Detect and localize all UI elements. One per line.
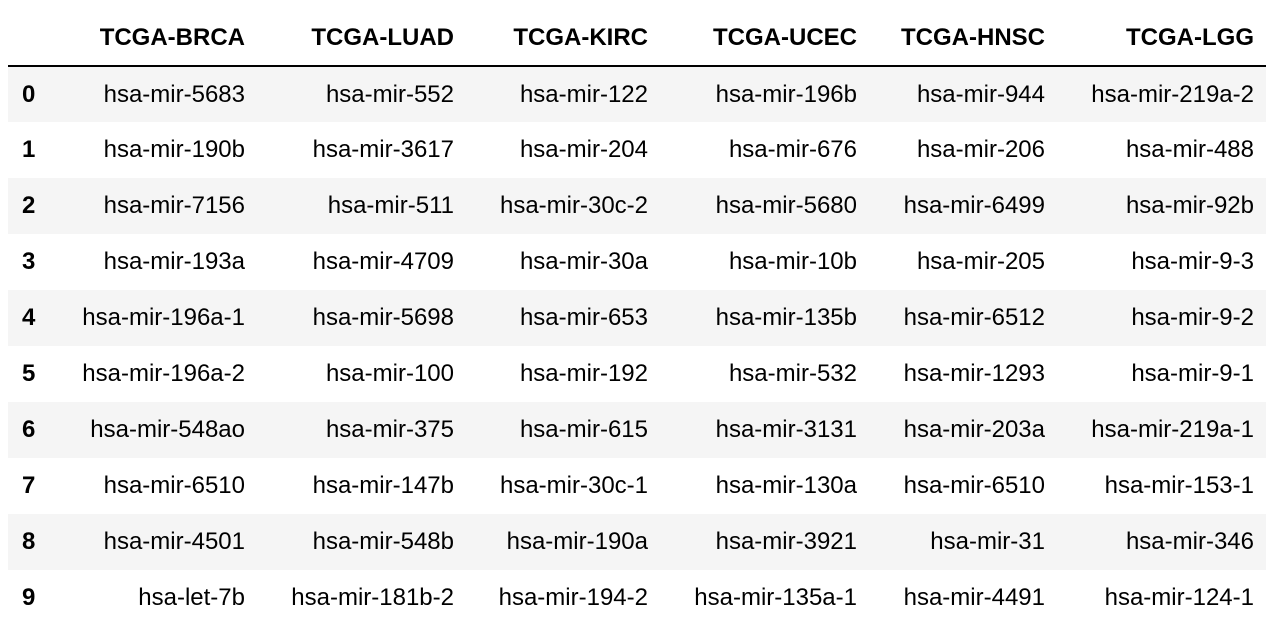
table-cell: hsa-mir-1293 bbox=[903, 360, 1045, 387]
table-cell: hsa-mir-153-1 bbox=[1104, 472, 1254, 499]
table-cell: hsa-mir-5683 bbox=[103, 80, 245, 108]
table-cell: hsa-mir-944 bbox=[916, 80, 1045, 108]
column-header: TCGA-LGG bbox=[1057, 10, 1266, 67]
table-cell: hsa-mir-30c-2 bbox=[499, 192, 648, 219]
table-row: 9 hsa-let-7b hsa-mir-181b-2 hsa-mir-194-… bbox=[8, 570, 1266, 626]
row-index: 9 bbox=[22, 584, 36, 611]
table-row: 4 hsa-mir-196a-1 hsa-mir-5698 hsa-mir-65… bbox=[8, 290, 1266, 346]
table-cell: hsa-mir-219a-2 bbox=[1091, 80, 1254, 108]
table-cell: hsa-mir-206 bbox=[916, 136, 1045, 163]
table-row: 1 hsa-mir-190b hsa-mir-3617 hsa-mir-204 … bbox=[8, 122, 1266, 178]
table-cell: hsa-mir-193a bbox=[103, 248, 245, 275]
table-cell: hsa-mir-181b-2 bbox=[291, 584, 454, 611]
table-row: 0 hsa-mir-5683 hsa-mir-552 hsa-mir-122 h… bbox=[8, 66, 1266, 122]
table-header: TCGA-BRCA TCGA-LUAD TCGA-KIRC TCGA-UCEC … bbox=[8, 10, 1266, 67]
dataframe-table: TCGA-BRCA TCGA-LUAD TCGA-KIRC TCGA-UCEC … bbox=[8, 10, 1266, 626]
table-cell: hsa-mir-676 bbox=[728, 136, 857, 163]
table-cell: hsa-mir-196a-1 bbox=[82, 304, 245, 331]
table-cell: hsa-mir-204 bbox=[519, 136, 648, 163]
table-cell: hsa-mir-9-2 bbox=[1131, 304, 1254, 331]
table-cell: hsa-mir-10b bbox=[728, 248, 857, 275]
dataframe-container: TCGA-BRCA TCGA-LUAD TCGA-KIRC TCGA-UCEC … bbox=[8, 10, 1266, 626]
table-cell: hsa-mir-615 bbox=[519, 416, 648, 443]
row-index: 1 bbox=[22, 136, 36, 163]
table-cell: hsa-mir-4491 bbox=[903, 584, 1045, 611]
row-index: 5 bbox=[22, 360, 36, 387]
row-index: 4 bbox=[22, 304, 36, 331]
table-cell: hsa-mir-511 bbox=[327, 192, 454, 219]
table-row: 3 hsa-mir-193a hsa-mir-4709 hsa-mir-30a … bbox=[8, 234, 1266, 290]
table-cell: hsa-mir-6510 bbox=[103, 472, 245, 499]
table-cell: hsa-mir-135b bbox=[715, 304, 857, 331]
table-cell: hsa-mir-190a bbox=[506, 528, 648, 555]
table-cell: hsa-mir-30a bbox=[519, 248, 648, 275]
row-index: 0 bbox=[22, 80, 36, 108]
table-row: 5 hsa-mir-196a-2 hsa-mir-100 hsa-mir-192… bbox=[8, 346, 1266, 402]
table-cell: hsa-mir-9-1 bbox=[1131, 360, 1254, 387]
table-cell: hsa-mir-6510 bbox=[903, 472, 1045, 499]
header-row: TCGA-BRCA TCGA-LUAD TCGA-KIRC TCGA-UCEC … bbox=[8, 10, 1266, 67]
table-cell: hsa-mir-124-1 bbox=[1104, 584, 1254, 611]
table-cell: hsa-mir-548b bbox=[312, 528, 454, 555]
table-body: 0 hsa-mir-5683 hsa-mir-552 hsa-mir-122 h… bbox=[8, 66, 1266, 626]
table-cell: hsa-mir-3131 bbox=[715, 416, 857, 443]
table-cell: hsa-mir-192 bbox=[519, 360, 648, 387]
table-cell: hsa-mir-3617 bbox=[312, 136, 454, 163]
column-header: TCGA-HNSC bbox=[869, 10, 1057, 67]
table-row: 2 hsa-mir-7156 hsa-mir-511 hsa-mir-30c-2… bbox=[8, 178, 1266, 234]
table-cell: hsa-mir-346 bbox=[1125, 528, 1254, 555]
row-index: 6 bbox=[22, 416, 36, 443]
table-cell: hsa-mir-375 bbox=[325, 416, 454, 443]
column-header: TCGA-BRCA bbox=[56, 10, 257, 67]
table-cell: hsa-mir-205 bbox=[916, 248, 1045, 275]
table-cell: hsa-mir-488 bbox=[1125, 136, 1254, 163]
table-cell: hsa-mir-6512 bbox=[903, 304, 1045, 331]
column-header: TCGA-KIRC bbox=[466, 10, 660, 67]
table-cell: hsa-mir-30c-1 bbox=[499, 472, 648, 499]
table-row: 6 hsa-mir-548ao hsa-mir-375 hsa-mir-615 … bbox=[8, 402, 1266, 458]
row-index: 3 bbox=[22, 248, 36, 275]
table-cell: hsa-mir-203a bbox=[903, 416, 1045, 443]
table-cell: hsa-mir-4501 bbox=[103, 528, 245, 555]
table-cell: hsa-mir-100 bbox=[325, 360, 454, 387]
table-cell: hsa-mir-3921 bbox=[715, 528, 857, 555]
table-cell: hsa-mir-194-2 bbox=[498, 584, 648, 611]
table-cell: hsa-let-7b bbox=[138, 584, 245, 611]
table-cell: hsa-mir-196b bbox=[715, 80, 857, 108]
table-cell: hsa-mir-122 bbox=[519, 80, 648, 108]
table-cell: hsa-mir-5680 bbox=[715, 192, 857, 219]
column-header: TCGA-UCEC bbox=[660, 10, 869, 67]
row-index: 2 bbox=[22, 192, 36, 219]
table-cell: hsa-mir-135a-1 bbox=[694, 584, 857, 611]
table-cell: hsa-mir-548ao bbox=[90, 416, 245, 443]
table-cell: hsa-mir-5698 bbox=[312, 304, 454, 331]
table-row: 7 hsa-mir-6510 hsa-mir-147b hsa-mir-30c-… bbox=[8, 458, 1266, 514]
table-cell: hsa-mir-92b bbox=[1125, 192, 1254, 219]
table-cell: hsa-mir-6499 bbox=[903, 192, 1045, 219]
table-cell: hsa-mir-4709 bbox=[312, 248, 454, 275]
table-cell: hsa-mir-653 bbox=[519, 304, 648, 331]
table-cell: hsa-mir-190b bbox=[103, 136, 245, 163]
table-cell: hsa-mir-9-3 bbox=[1131, 248, 1254, 275]
table-cell: hsa-mir-31 bbox=[930, 528, 1045, 555]
row-index: 8 bbox=[22, 528, 36, 555]
row-index: 7 bbox=[22, 472, 36, 499]
table-cell: hsa-mir-196a-2 bbox=[82, 360, 245, 387]
table-row: 8 hsa-mir-4501 hsa-mir-548b hsa-mir-190a… bbox=[8, 514, 1266, 570]
table-cell: hsa-mir-532 bbox=[728, 360, 857, 387]
table-cell: hsa-mir-219a-1 bbox=[1091, 416, 1254, 443]
index-header bbox=[8, 10, 56, 67]
table-cell: hsa-mir-147b bbox=[312, 472, 454, 499]
column-header: TCGA-LUAD bbox=[257, 10, 466, 67]
table-cell: hsa-mir-130a bbox=[715, 472, 857, 499]
table-cell: hsa-mir-7156 bbox=[103, 192, 245, 219]
table-cell: hsa-mir-552 bbox=[325, 80, 454, 108]
